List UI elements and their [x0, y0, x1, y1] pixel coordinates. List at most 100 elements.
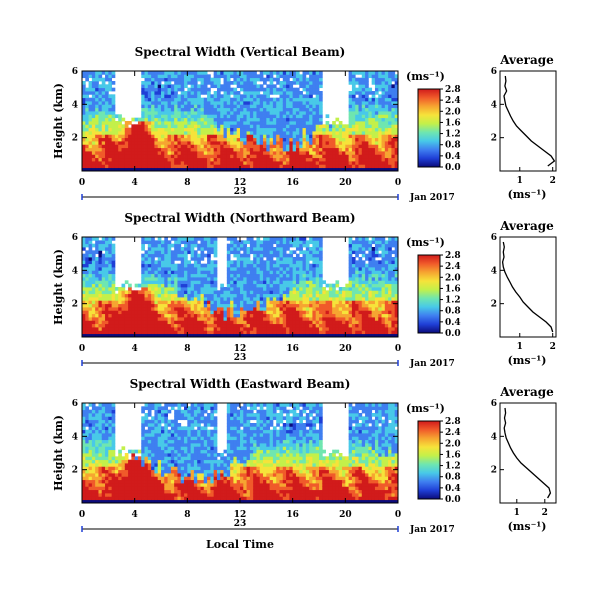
heatmap-cell — [161, 121, 165, 125]
heatmap-cell — [256, 280, 261, 285]
heatmap-cell — [164, 134, 168, 139]
heatmap-cell — [351, 243, 356, 248]
heatmap-cell — [371, 117, 376, 122]
heatmap-cell — [309, 97, 313, 102]
heatmap-cell — [358, 164, 363, 169]
heatmap-cell — [391, 87, 396, 92]
heatmap-cell — [332, 287, 336, 291]
heatmap-cell — [276, 300, 280, 305]
heatmap-cell — [279, 84, 284, 89]
heatmap-cell — [151, 260, 155, 265]
heatmap-cell — [226, 157, 231, 162]
heatmap-cell — [197, 137, 201, 142]
heatmap-cell — [289, 107, 294, 112]
heatmap-cell — [134, 320, 139, 325]
heatmap-cell — [220, 84, 224, 89]
heatmap-cell — [95, 141, 99, 145]
heatmap-cell — [101, 134, 106, 139]
heatmap-cell — [210, 137, 215, 142]
heatmap-cell — [220, 137, 224, 142]
heatmap-cell — [147, 330, 152, 335]
heatmap-cell — [164, 243, 168, 248]
heatmap-cell — [309, 144, 313, 149]
heatmap-cell — [365, 127, 369, 132]
heatmap-cell — [98, 273, 103, 278]
heatmap-cell — [365, 71, 369, 75]
heatmap-cell — [193, 124, 198, 129]
heatmap-cell — [101, 91, 106, 95]
heatmap-cell — [295, 137, 300, 142]
heatmap-cell — [355, 91, 359, 95]
heatmap-cell — [269, 154, 274, 159]
heatmap-cell — [368, 310, 373, 315]
heatmap-cell — [105, 287, 109, 291]
heatmap-cell — [319, 74, 323, 79]
heatmap-cell — [263, 263, 267, 268]
heatmap-cell — [348, 124, 353, 129]
heatmap-cell — [388, 111, 392, 115]
heatmap-cell — [151, 114, 155, 119]
heatmap-cell — [101, 161, 106, 165]
heatmap-cell — [105, 300, 109, 305]
heatmap-cell — [319, 91, 323, 95]
heatmap-cell — [154, 77, 159, 82]
heatmap-cell — [98, 154, 103, 159]
heatmap-cell — [302, 293, 307, 298]
heatmap-cell — [108, 101, 113, 105]
heatmap-cell — [246, 137, 251, 142]
heatmap-cell — [338, 290, 343, 295]
heatmap-cell — [230, 293, 234, 298]
heatmap-cell — [286, 263, 290, 268]
heatmap-cell — [342, 167, 346, 172]
heatmap-cell — [345, 154, 350, 159]
heatmap-cell — [220, 127, 224, 132]
heatmap-cell — [266, 240, 271, 245]
heatmap-cell — [200, 257, 205, 261]
heatmap-cell — [381, 104, 386, 109]
heatmap-cell — [223, 167, 228, 172]
heatmap-cell — [95, 333, 99, 338]
heatmap-cell — [203, 317, 208, 321]
heatmap-cell — [193, 283, 198, 288]
heatmap-cell — [342, 154, 346, 159]
heatmap-cell — [309, 87, 313, 92]
heatmap-cell — [272, 303, 277, 308]
heatmap-cell — [161, 297, 165, 301]
heatmap-cell — [240, 127, 244, 132]
heatmap-cell — [276, 303, 280, 308]
heatmap-cell — [236, 74, 241, 79]
heatmap-cell — [193, 290, 198, 295]
heatmap-cell — [305, 247, 310, 251]
heatmap-cell — [358, 317, 363, 321]
heatmap-cell — [101, 131, 106, 135]
heatmap-cell — [249, 164, 254, 169]
heatmap-cell — [180, 147, 185, 152]
heatmap-cell — [157, 240, 162, 245]
heatmap-cell — [184, 107, 188, 112]
heatmap-cell — [315, 307, 320, 311]
heatmap-cell — [226, 114, 231, 119]
heatmap-cell — [98, 293, 103, 298]
heatmap-cell — [282, 151, 287, 155]
heatmap-cell — [263, 107, 267, 112]
heatmap-cell — [292, 300, 297, 305]
heatmap-cell — [253, 327, 257, 331]
heatmap-cell — [351, 320, 356, 325]
heatmap-cell — [371, 124, 376, 129]
heatmap-cell — [154, 74, 159, 79]
heatmap-cell — [279, 81, 284, 85]
heatmap-cell — [355, 263, 359, 268]
heatmap-cell — [266, 277, 271, 281]
heatmap-cell — [111, 287, 116, 291]
heatmap-cell — [190, 91, 195, 95]
heatmap-cell — [190, 257, 195, 261]
heatmap-cell — [249, 137, 254, 142]
heatmap-cell — [223, 157, 228, 162]
heatmap-cell — [282, 297, 287, 301]
heatmap-cell — [207, 313, 211, 318]
heatmap-cell — [371, 333, 376, 338]
heatmap-cell — [157, 283, 162, 288]
heatmap-cell — [269, 307, 274, 311]
heatmap-cell — [193, 330, 198, 335]
heatmap-cell — [289, 94, 294, 99]
